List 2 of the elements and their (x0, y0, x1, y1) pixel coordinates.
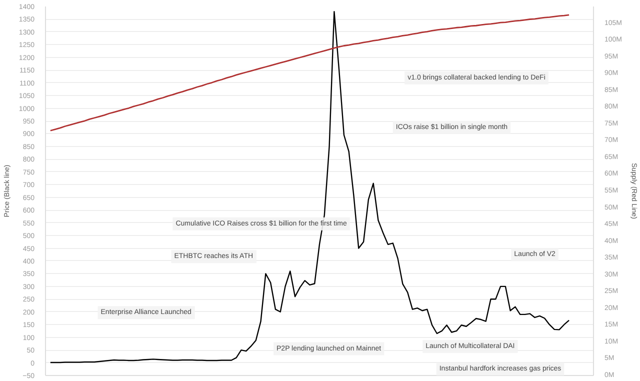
line-series (50, 10, 570, 364)
line-series (50, 14, 570, 132)
